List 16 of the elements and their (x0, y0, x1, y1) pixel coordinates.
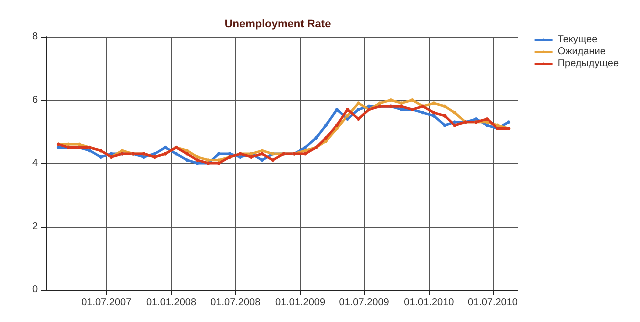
y-tick-label: 2 (32, 221, 38, 232)
legend-label: Предыдущее (558, 58, 620, 70)
x-tick-label: 01.01.2009 (275, 298, 326, 308)
y-tick-label: 4 (32, 158, 38, 169)
x-tick-label: 01.07.2009 (339, 298, 390, 308)
x-tick-label: 01.07.2008 (210, 298, 262, 308)
y-tick-label: 6 (32, 94, 38, 106)
legend-label: Текущее (558, 34, 598, 46)
x-tick-label: 01.01.2008 (146, 298, 197, 308)
y-tick-label: 8 (32, 32, 38, 42)
x-tick-label: 01.01.2010 (404, 298, 455, 308)
y-tick-label: 0 (32, 284, 38, 296)
chart-title: Unemployment Rate (224, 18, 332, 30)
x-tick-label: 01.07.2007 (82, 298, 132, 308)
legend-label: Ожидание (558, 46, 606, 58)
x-tick-label: 01.07.2010 (468, 298, 518, 308)
